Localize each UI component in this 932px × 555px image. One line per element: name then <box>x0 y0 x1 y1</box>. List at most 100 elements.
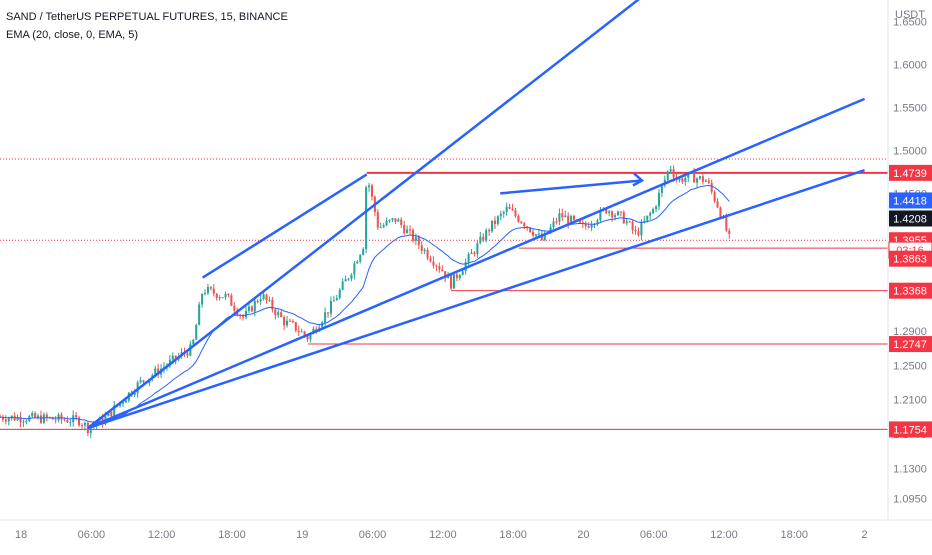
candle-body <box>45 414 48 418</box>
candle-body <box>124 400 127 403</box>
candle-body <box>508 206 511 209</box>
candle-body <box>728 230 731 234</box>
candle-body <box>283 317 286 326</box>
candle-body <box>277 312 280 316</box>
symbol-title[interactable]: SAND / TetherUS PERPETUAL FUTURES, 15, B… <box>6 11 288 23</box>
candle-body <box>473 252 476 254</box>
candle-body <box>584 223 587 227</box>
candle-body <box>634 229 637 232</box>
x-tick-label: 2 <box>862 529 868 541</box>
candle-body <box>502 212 505 214</box>
candle-body <box>681 178 684 182</box>
candle-body <box>479 236 482 244</box>
candle-body <box>365 187 368 249</box>
candle-body <box>370 185 373 197</box>
candle-body <box>719 207 722 219</box>
candle-body <box>110 411 113 417</box>
candle-body <box>420 245 423 251</box>
candle-body <box>426 249 429 259</box>
price-tag-box <box>889 250 932 267</box>
candle-body <box>233 305 236 311</box>
candle-body <box>625 221 628 224</box>
candle-body <box>78 417 81 426</box>
candle-body <box>397 219 400 222</box>
candle-body <box>652 209 655 214</box>
candle-body <box>684 177 687 182</box>
candle-body <box>107 411 110 417</box>
candle-body <box>555 221 558 223</box>
candle-body <box>631 221 634 230</box>
candle-body <box>511 208 514 211</box>
candle-body <box>321 322 324 328</box>
candle-body <box>599 209 602 221</box>
candle-body <box>212 288 215 294</box>
candle-body <box>69 422 72 424</box>
candle-body <box>230 295 233 306</box>
candle-body <box>206 286 209 294</box>
candle-body <box>646 215 649 221</box>
candle-body <box>561 213 564 218</box>
candle-body <box>268 299 271 301</box>
candle-body <box>403 225 406 234</box>
y-tick-label: 1.5000 <box>893 145 927 157</box>
candle-body <box>171 355 174 360</box>
candle-body <box>192 339 195 345</box>
y-tick-label: 1.2900 <box>893 326 927 338</box>
candle-body <box>63 419 66 421</box>
candle-body <box>499 213 502 217</box>
trend-line <box>87 97 866 430</box>
candle-body <box>265 294 268 301</box>
candle-body <box>288 320 291 322</box>
candle-body <box>259 299 262 302</box>
indicator-legend[interactable]: EMA (20, close, 0, EMA, 5) <box>6 29 139 41</box>
price-tag-label: 1.4739 <box>893 168 927 180</box>
candle-body <box>564 215 567 218</box>
candle-body <box>262 294 265 300</box>
candle-body <box>590 224 593 228</box>
candle-body <box>303 331 306 336</box>
y-tick-label: 1.2100 <box>893 395 927 407</box>
candle-body <box>329 300 332 314</box>
candle-body <box>253 301 256 312</box>
candle-body <box>203 293 207 295</box>
trend-line <box>87 0 640 430</box>
candle-body <box>461 271 464 276</box>
x-tick-label: 06:00 <box>640 529 668 541</box>
y-tick-label: 1.6500 <box>893 16 927 28</box>
candle-body <box>672 169 675 178</box>
candle-body <box>353 263 356 275</box>
candle-body <box>649 213 652 216</box>
candle-body <box>376 212 379 228</box>
price-tag: 1.3863 <box>889 250 932 267</box>
candle-body <box>558 213 561 222</box>
candle-body <box>341 281 344 290</box>
candle-body <box>628 221 631 223</box>
price-tag-label: 1.1754 <box>893 424 927 436</box>
candle-body <box>619 211 622 213</box>
candle-body <box>309 333 312 340</box>
candle-body <box>247 306 250 311</box>
candle-body <box>242 315 245 318</box>
candle-body <box>250 306 253 312</box>
candle-body <box>537 233 540 235</box>
x-tick-label: 06:00 <box>78 529 106 541</box>
candle-body <box>83 422 86 426</box>
candle-body <box>400 219 403 226</box>
candle-body <box>335 298 338 301</box>
candle-body <box>488 229 491 232</box>
candle-body <box>385 220 388 226</box>
candle-body <box>4 419 7 422</box>
candle-body <box>31 413 34 417</box>
candle-body <box>441 269 444 272</box>
candle-body <box>710 182 713 192</box>
candle-body <box>716 201 719 208</box>
x-tick-label: 19 <box>296 529 308 541</box>
candle-body <box>391 218 394 220</box>
candle-body <box>567 215 570 224</box>
candle-body <box>452 274 455 289</box>
candle-body <box>493 220 496 225</box>
price-tag-box <box>889 192 932 209</box>
candle-body <box>195 325 198 340</box>
